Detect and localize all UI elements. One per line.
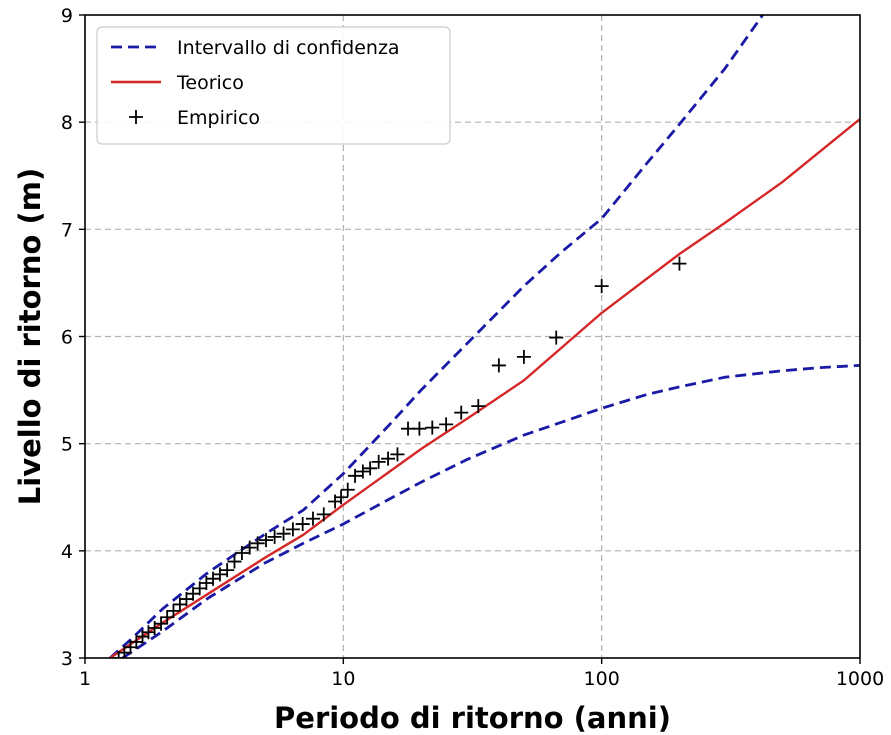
empirico-point bbox=[491, 358, 506, 373]
legend-label-intervallo-di-confidenza: Intervallo di confidenza bbox=[177, 37, 400, 59]
legend-marker-empirico bbox=[129, 110, 143, 124]
empirico-point bbox=[355, 464, 370, 479]
empirico-point bbox=[439, 417, 454, 432]
y-tick-label: 8 bbox=[61, 112, 73, 134]
x-tick-label: 10 bbox=[331, 668, 355, 690]
y-tick-label: 6 bbox=[61, 327, 73, 349]
teorico-line bbox=[109, 118, 860, 658]
empirico-point bbox=[220, 563, 235, 578]
empirico-point bbox=[381, 451, 396, 466]
empirico-point bbox=[276, 526, 291, 541]
empirico-point bbox=[594, 279, 609, 294]
empirico-point bbox=[348, 468, 363, 483]
empirico-point bbox=[425, 420, 440, 435]
axis-ticks: 1 10 100 1000 3 4 5 6 7 8 9 bbox=[61, 5, 884, 690]
empirico-point bbox=[516, 349, 531, 364]
empirico-point bbox=[672, 256, 687, 271]
empirico-point bbox=[390, 447, 405, 462]
x-axis-title: Periodo di ritorno (anni) bbox=[274, 701, 671, 735]
legend-box bbox=[96, 26, 451, 145]
empirico-point bbox=[242, 540, 257, 555]
legend: Intervallo di confidenza Teorico Empirico bbox=[96, 26, 451, 145]
y-tick-label: 7 bbox=[61, 219, 73, 241]
empirico-point bbox=[334, 490, 349, 505]
empirico-point bbox=[371, 454, 386, 469]
y-tick-label: 4 bbox=[61, 541, 73, 563]
intervallo-di-confidenza-line bbox=[121, 364, 860, 658]
empirico-point bbox=[412, 421, 427, 436]
empirico-point bbox=[549, 330, 564, 345]
empirico-point bbox=[166, 603, 181, 618]
x-tick-label: 100 bbox=[584, 668, 620, 690]
empirico-point bbox=[212, 567, 227, 582]
empirico-point bbox=[295, 517, 310, 532]
y-tick-label: 3 bbox=[61, 648, 73, 670]
grid-lines bbox=[85, 15, 860, 658]
empirico-point bbox=[259, 533, 274, 548]
empirico-point bbox=[267, 529, 282, 544]
y-axis-title: Livello di ritorno (m) bbox=[13, 168, 47, 505]
empirico-point bbox=[285, 522, 300, 537]
x-tick-label: 1 bbox=[79, 668, 91, 690]
empirico-point bbox=[160, 610, 175, 625]
series-clip-group bbox=[109, 15, 860, 658]
empirico-point bbox=[454, 405, 469, 420]
legend-label-empirico: Empirico bbox=[177, 107, 260, 129]
empirico-point bbox=[363, 461, 378, 476]
intervallo-di-confidenza-line bbox=[109, 15, 764, 658]
x-tick-label: 1000 bbox=[836, 668, 884, 690]
empirico-point bbox=[154, 616, 169, 631]
empirico-point bbox=[471, 399, 486, 414]
chart-series bbox=[109, 15, 860, 658]
y-tick-label: 9 bbox=[61, 5, 73, 27]
empirico-point bbox=[305, 511, 320, 526]
y-tick-label: 5 bbox=[61, 434, 73, 456]
legend-label-teorico: Teorico bbox=[176, 72, 244, 94]
empirico-point bbox=[250, 536, 265, 551]
empirico-point bbox=[234, 545, 249, 560]
empirico-point bbox=[316, 507, 331, 522]
empirico-point bbox=[340, 482, 355, 497]
empirico-point bbox=[227, 554, 242, 569]
